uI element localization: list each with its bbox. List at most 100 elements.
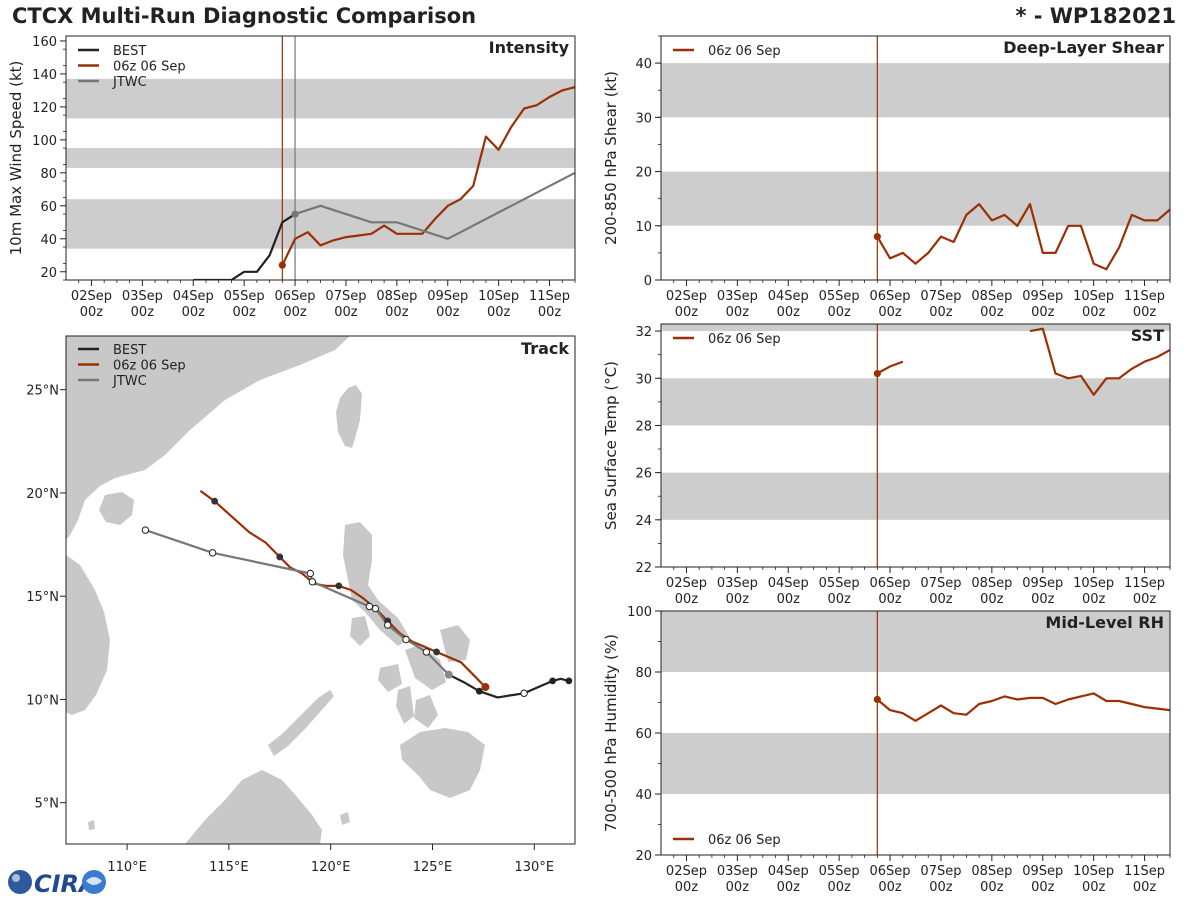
shear-title: Deep-Layer Shear	[1003, 38, 1164, 57]
intensity-ytick-label: 80	[40, 167, 57, 182]
sst-xtick-hour: 00z	[929, 592, 953, 607]
rh-series-line	[876, 692, 1170, 722]
track-point	[475, 687, 483, 695]
sst-ytick-label: 26	[635, 467, 652, 482]
track-xtick-label: 110°E	[107, 860, 147, 875]
shear-series-group	[873, 203, 1170, 271]
rh-xtick-hour: 00z	[1133, 880, 1157, 895]
intensity-xtick-hour: 00z	[385, 305, 409, 320]
track-ytick-label: 15°N	[26, 590, 59, 605]
rh-xtick-day: 10Sep	[1073, 864, 1114, 879]
rh-band	[661, 733, 1170, 794]
shear-band	[661, 63, 1170, 118]
track-line	[199, 490, 487, 688]
rh-ylabel: 700-500 hPa Humidity (%)	[602, 634, 620, 832]
sst-xtick-day: 02Sep	[666, 576, 707, 591]
rh-xtick-day: 09Sep	[1022, 864, 1063, 879]
track-ytick-label: 5°N	[35, 797, 60, 812]
sst-series-line	[1029, 327, 1170, 396]
shear-ytick-label: 20	[635, 166, 652, 181]
shear-xtick-day: 02Sep	[666, 289, 707, 304]
track-xtick-label: 120°E	[311, 860, 351, 875]
intensity-title: Intensity	[489, 38, 570, 57]
sst-ytick-label: 30	[635, 372, 652, 387]
track-xtick-label: 130°E	[515, 860, 555, 875]
intensity-ytick-label: 20	[40, 266, 57, 281]
intensity-xtick-hour: 00z	[487, 305, 511, 320]
shear-xtick-day: 10Sep	[1073, 289, 1114, 304]
track-point-open	[422, 648, 431, 656]
sst-xtick-day: 08Sep	[971, 576, 1012, 591]
intensity-ytick-label: 120	[32, 101, 57, 116]
intensity-xtick-day: 06Sep	[275, 289, 316, 304]
shear-xtick-hour: 00z	[878, 305, 902, 320]
rh-xtick-day: 06Sep	[870, 864, 911, 879]
track-ytick-label: 10°N	[26, 693, 59, 708]
shear-ytick-label: 30	[635, 111, 652, 126]
track-line	[448, 673, 570, 699]
shear-xtick-day: 08Sep	[971, 289, 1012, 304]
shear-xtick-hour: 00z	[929, 305, 953, 320]
rh-title: Mid-Level RH	[1045, 613, 1164, 632]
sst-band	[661, 324, 1170, 332]
sst-xtick-hour: 00z	[878, 592, 902, 607]
shear-ytick-label: 40	[635, 57, 652, 72]
intensity-ytick-label: 140	[32, 68, 57, 83]
intensity-series-line	[294, 171, 575, 240]
rh-ytick-label: 100	[627, 605, 652, 620]
shear-xtick-hour: 00z	[980, 305, 1004, 320]
land-palawan	[268, 690, 334, 756]
track-jtwc-start	[444, 670, 453, 679]
track-point	[549, 677, 557, 685]
intensity-series-point	[278, 261, 286, 269]
rh-ytick-label: 80	[635, 666, 652, 681]
track-series-group	[141, 490, 573, 699]
land-indochina	[66, 555, 110, 715]
shear-legend-label: 06z 06 Sep	[708, 44, 781, 59]
storm-id: * - WP182021	[1015, 4, 1176, 28]
sst-frame	[660, 323, 1171, 568]
land-mindanao	[400, 728, 485, 798]
intensity-xtick-hour: 00z	[80, 305, 104, 320]
shear-series-point	[873, 233, 881, 241]
shear-ylabel: 200-850 hPa Shear (kt)	[602, 71, 620, 245]
intensity-xtick-day: 03Sep	[122, 289, 163, 304]
shear-xtick-hour: 00z	[827, 305, 851, 320]
land-sulu-islet	[340, 812, 350, 825]
rh-xtick-day: 02Sep	[666, 864, 707, 879]
sst-ylabel: Sea Surface Temp (°C)	[602, 361, 620, 530]
intensity-band	[66, 199, 575, 249]
sst-title: SST	[1131, 326, 1164, 345]
rh-xtick-hour: 00z	[929, 880, 953, 895]
rh-panel: 2040608010002Sep00z03Sep00z04Sep00z05Sep…	[602, 605, 1171, 895]
track-point-open	[141, 526, 150, 534]
intensity-legend-label: 06z 06 Sep	[113, 60, 186, 75]
track-point-open	[208, 549, 217, 557]
sst-xtick-day: 04Sep	[768, 576, 809, 591]
sst-ytick-label: 32	[635, 325, 652, 340]
sst-xtick-day: 06Sep	[870, 576, 911, 591]
track-point	[433, 648, 440, 656]
cira-logo: CIRA	[8, 870, 106, 898]
land-visayas	[405, 645, 446, 690]
intensity-series-point	[291, 210, 299, 218]
land-taiwan	[336, 385, 362, 448]
intensity-ytick-label: 160	[32, 35, 57, 50]
track-ytick-label: 25°N	[26, 384, 59, 399]
sst-panel: 22242628303202Sep00z03Sep00z04Sep00z05Se…	[602, 323, 1171, 607]
sst-xtick-hour: 00z	[1031, 592, 1055, 607]
intensity-xtick-day: 04Sep	[173, 289, 214, 304]
sst-ytick-label: 24	[635, 514, 652, 529]
land-borneo	[185, 770, 322, 844]
logo-globe-icon	[8, 870, 32, 894]
intensity-legend-label: BEST	[113, 44, 146, 59]
rh-xtick-day: 03Sep	[717, 864, 758, 879]
shear-xtick-day: 09Sep	[1022, 289, 1063, 304]
intensity-xtick-hour: 00z	[182, 305, 206, 320]
track-point	[211, 497, 219, 505]
intensity-series-group	[193, 86, 575, 280]
shear-ytick-label: 0	[644, 274, 652, 289]
rh-xtick-hour: 00z	[1082, 880, 1106, 895]
intensity-ytick-label: 40	[40, 233, 57, 248]
